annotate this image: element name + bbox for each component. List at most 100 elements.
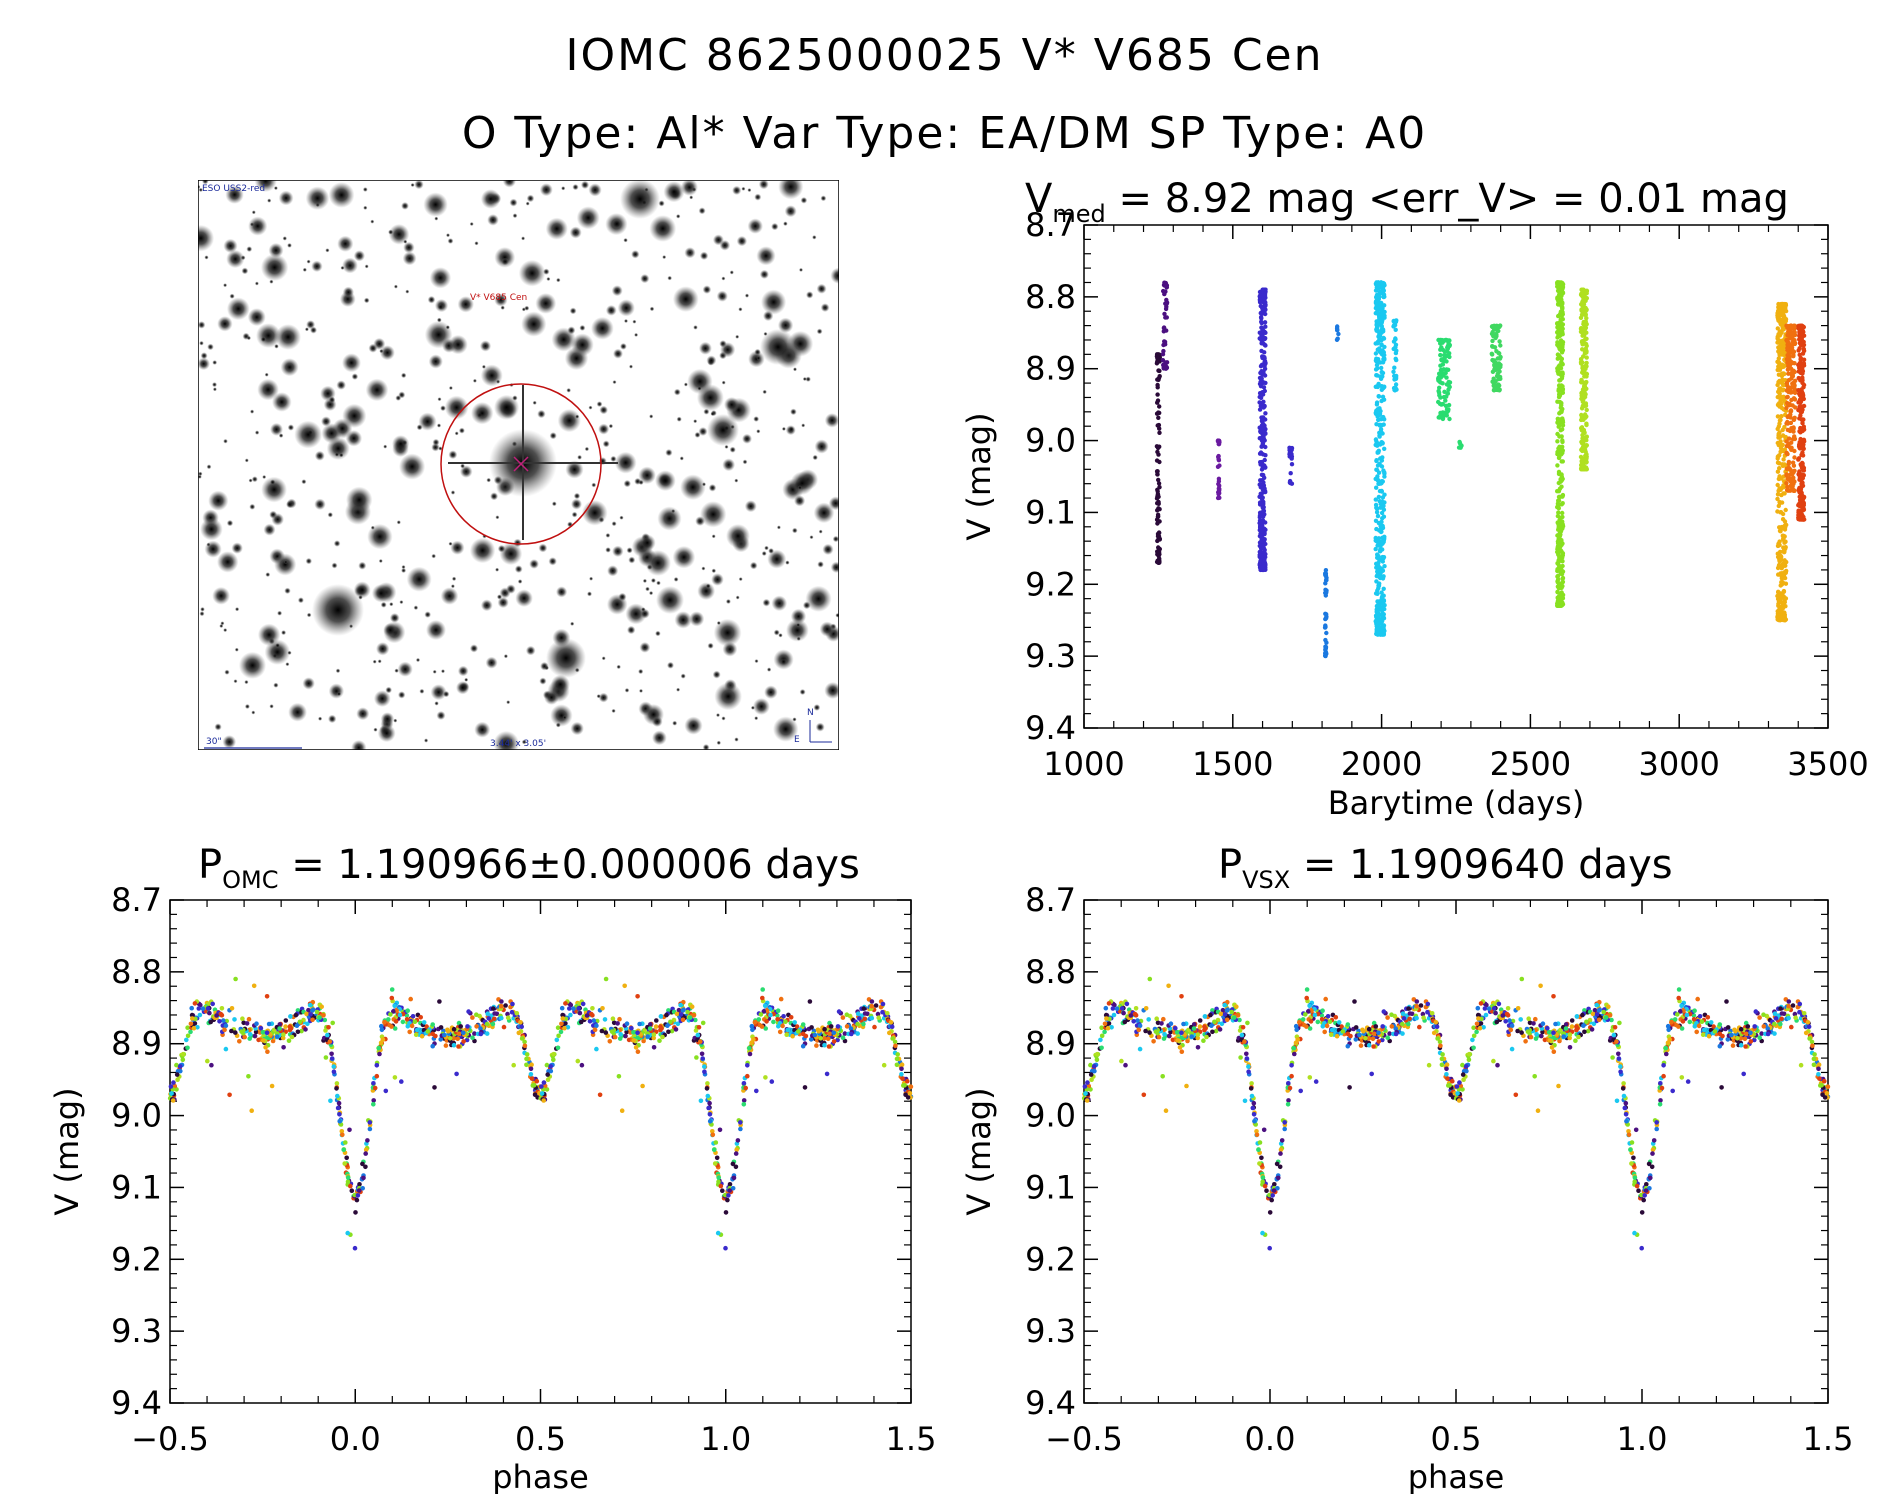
phase-point <box>575 1058 581 1064</box>
lightcurve-point <box>1783 596 1789 601</box>
lightcurve-point <box>1583 305 1588 311</box>
finder-star-field <box>198 180 839 750</box>
phase-point <box>209 1062 214 1068</box>
phase-point <box>264 994 270 999</box>
lightcurve-point <box>1161 288 1166 294</box>
lightcurve-point <box>1382 294 1387 299</box>
finder-star <box>506 700 511 705</box>
phase-point <box>840 1015 846 1020</box>
phase-point <box>790 1033 795 1039</box>
finder-star <box>577 454 582 460</box>
lightcurve-point <box>1584 438 1589 443</box>
lightcurve-point <box>1579 459 1584 464</box>
lightcurve-point <box>1441 367 1446 372</box>
phase-point <box>281 1045 286 1050</box>
lightcurve-point <box>1584 336 1589 341</box>
finder-star <box>418 412 437 431</box>
lightcurve-point <box>1778 607 1784 613</box>
x-tick-label: 3000 <box>1638 745 1719 783</box>
phase-point <box>501 1024 507 1030</box>
phase-point <box>802 1085 808 1090</box>
lightcurve-point <box>1157 430 1162 435</box>
phase-point <box>392 1075 398 1080</box>
lightcurve-point <box>1781 545 1786 550</box>
lightcurve-point <box>1560 284 1566 290</box>
phase-point <box>484 1031 490 1036</box>
lightcurve-point <box>1558 479 1563 484</box>
lightcurve-point <box>1258 450 1264 455</box>
finder-star <box>494 247 516 268</box>
finder-star <box>244 680 249 685</box>
lightcurve-point <box>1560 449 1565 454</box>
phase-point <box>619 1108 625 1113</box>
lightcurve-point <box>1336 331 1341 337</box>
lightcurve-point <box>1373 619 1378 624</box>
finder-star <box>639 642 651 653</box>
finder-star <box>830 561 839 573</box>
lightcurve-point <box>1393 319 1399 324</box>
phase-point <box>698 1098 704 1104</box>
finder-star <box>497 544 506 553</box>
finder-star <box>335 668 341 674</box>
lightcurve-point <box>1215 495 1221 501</box>
lightcurve-point <box>1155 392 1160 397</box>
lightcurve-point <box>1376 556 1381 561</box>
lightcurve-point <box>1374 302 1379 307</box>
lightcurve-point <box>1777 528 1783 534</box>
phase-point <box>407 1029 413 1035</box>
phase-point <box>345 1175 351 1180</box>
lightcurve-point <box>1492 362 1497 367</box>
phase-point <box>785 1027 790 1033</box>
x-tick-label: 1500 <box>1192 745 1273 783</box>
phase-point <box>873 1003 879 1008</box>
finder-star <box>457 665 469 677</box>
phase-point <box>371 1102 376 1107</box>
lightcurve-point <box>1378 529 1384 535</box>
phase-point <box>818 1036 823 1041</box>
finder-star <box>450 584 455 589</box>
lightcurve-point <box>1263 417 1268 422</box>
lightcurve-point <box>1262 475 1267 480</box>
phase-point <box>716 1179 721 1184</box>
finder-star <box>773 716 799 742</box>
finder-star <box>624 688 630 693</box>
finder-star <box>806 291 814 299</box>
phase-point <box>419 1033 425 1039</box>
lightcurve-point <box>1260 332 1265 337</box>
phase-point <box>899 1072 904 1077</box>
lightcurve-point <box>1560 576 1565 581</box>
lightcurve-point <box>1157 368 1162 374</box>
lightcurve-point <box>1800 334 1805 339</box>
phase-point <box>383 1088 389 1094</box>
finder-star <box>261 476 287 503</box>
phase-point <box>237 1039 242 1044</box>
lightcurve-point <box>1492 387 1498 392</box>
phase-point <box>265 1049 270 1054</box>
phase-point <box>857 1016 862 1021</box>
lightcurve-point <box>1258 403 1264 409</box>
lightcurve-point <box>1216 476 1222 481</box>
finder-star <box>741 186 746 191</box>
lightcurve-point <box>1560 551 1566 556</box>
finder-star <box>738 577 743 582</box>
finder-star <box>672 545 696 569</box>
finder-star <box>353 250 365 262</box>
phase-point <box>827 1031 832 1037</box>
lightcurve-point <box>1376 394 1381 399</box>
lightcurve-point <box>1792 338 1797 343</box>
finder-star <box>198 224 215 252</box>
lightcurve-point <box>1379 519 1384 525</box>
finder-star <box>663 181 685 203</box>
finder-star <box>424 738 429 743</box>
phase-point <box>433 1033 438 1039</box>
lightcurve-point <box>1259 316 1264 321</box>
phase-point <box>524 1056 529 1062</box>
phase-omc-panel: POMC = 1.190966±0.000006 days −0.5 0.0 0.5… <box>48 842 936 1494</box>
finder-star <box>565 460 584 479</box>
lightcurve-point <box>1776 372 1782 377</box>
finder-star <box>639 688 643 693</box>
phase-point <box>294 1023 300 1028</box>
phase-point <box>392 1003 398 1009</box>
finder-star <box>835 613 839 618</box>
lightcurve-point <box>1560 522 1565 527</box>
